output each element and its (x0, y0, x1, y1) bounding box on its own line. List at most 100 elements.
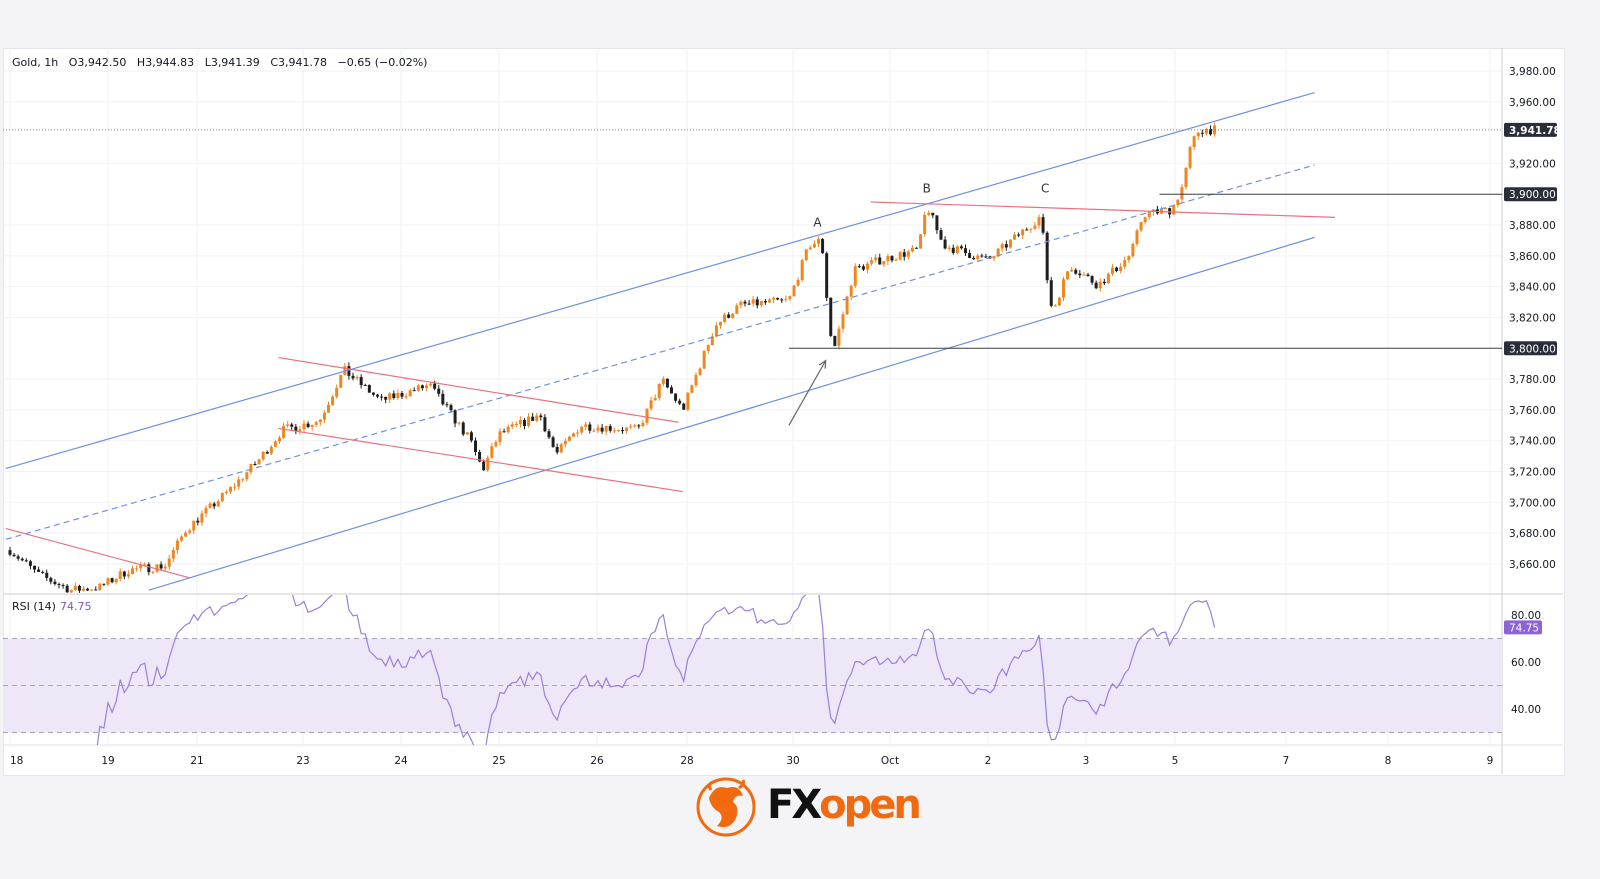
price-badge (1504, 187, 1557, 202)
candle-body (1074, 269, 1078, 274)
candle (763, 298, 767, 305)
candle-body (180, 536, 183, 541)
candle (77, 584, 81, 593)
candle (502, 428, 506, 433)
candle (126, 570, 130, 579)
candle (90, 589, 94, 592)
candle-body (743, 301, 747, 304)
candle (768, 298, 771, 304)
candle-body (796, 280, 800, 286)
candle (400, 391, 404, 399)
candle (710, 332, 714, 346)
candle (69, 589, 73, 593)
candle-body (1094, 282, 1098, 289)
candle (151, 570, 155, 575)
candle (412, 387, 416, 392)
candle-body (572, 433, 575, 437)
candle-body (829, 297, 833, 336)
candle-body (1004, 244, 1008, 248)
candle (1070, 266, 1074, 273)
candle-body (1008, 239, 1012, 248)
candle (486, 455, 490, 473)
candle-body (45, 572, 49, 578)
candle (204, 505, 208, 518)
candle (600, 423, 604, 434)
candle-body (90, 589, 94, 591)
candle-body (196, 520, 200, 523)
candle (331, 394, 335, 406)
candle-body (645, 408, 649, 423)
candle (906, 249, 910, 260)
candle (694, 372, 698, 388)
candle (780, 298, 784, 303)
price-tick-label: 3,700.00 (1509, 497, 1556, 509)
candle-body (584, 424, 588, 427)
candle (278, 435, 281, 444)
candle-body (94, 589, 98, 591)
candle (580, 425, 584, 435)
candle-body (1147, 211, 1151, 218)
candle (510, 421, 514, 430)
candle (812, 240, 816, 249)
candle (1057, 296, 1061, 307)
price-tick-label: 3,760.00 (1509, 405, 1556, 417)
candle-body (984, 256, 988, 258)
candle-body (1041, 217, 1045, 233)
price-tick-label: 3,980.00 (1509, 66, 1556, 78)
candle (1164, 207, 1168, 210)
candle-body (555, 446, 559, 453)
candle-body (898, 252, 902, 260)
candle-body (224, 491, 228, 494)
candle (229, 486, 232, 495)
candle-body (1143, 217, 1147, 223)
time-tick-label: 8 (1385, 755, 1392, 767)
candle (919, 233, 923, 249)
candle-body (808, 247, 812, 250)
arrow-icon (788, 360, 827, 426)
candle-body (559, 444, 563, 453)
candle-body (159, 564, 163, 569)
candle-body (322, 412, 326, 420)
symbol-label: Gold, 1h (12, 56, 59, 69)
candle (241, 478, 245, 483)
fxopen-logo: FXopen (695, 776, 922, 838)
candle-body (784, 298, 788, 300)
candle-body (1196, 132, 1200, 137)
candle (804, 248, 808, 262)
candle (441, 390, 445, 406)
candle (1119, 263, 1123, 274)
candle (755, 296, 759, 309)
candle (567, 435, 571, 442)
candle (233, 482, 237, 491)
candle (1123, 256, 1127, 270)
candle (968, 249, 972, 259)
candle-body (600, 427, 604, 432)
candle-body (122, 571, 126, 577)
candle (1086, 272, 1090, 277)
candle-body (772, 297, 776, 300)
candle-body (143, 564, 147, 566)
price-tick-label: 3,680.00 (1509, 528, 1556, 540)
candle (939, 227, 943, 241)
candle (1168, 207, 1172, 219)
candle (494, 439, 498, 448)
candle-body (392, 393, 396, 398)
candle-body (1066, 271, 1070, 280)
candle (1151, 209, 1155, 216)
candle-body (102, 583, 106, 585)
candle (1200, 129, 1204, 138)
candle-body (420, 385, 424, 389)
candle (290, 422, 294, 430)
candle-body (768, 299, 771, 303)
candle (445, 401, 449, 408)
candle (192, 520, 196, 535)
candle (1094, 280, 1098, 290)
candle (1172, 205, 1176, 216)
candle (951, 244, 955, 255)
time-tick-label: Oct (881, 755, 899, 767)
candle-body (706, 345, 710, 351)
candle-body (486, 457, 490, 471)
candle-body (1053, 305, 1057, 307)
candle (220, 492, 224, 503)
